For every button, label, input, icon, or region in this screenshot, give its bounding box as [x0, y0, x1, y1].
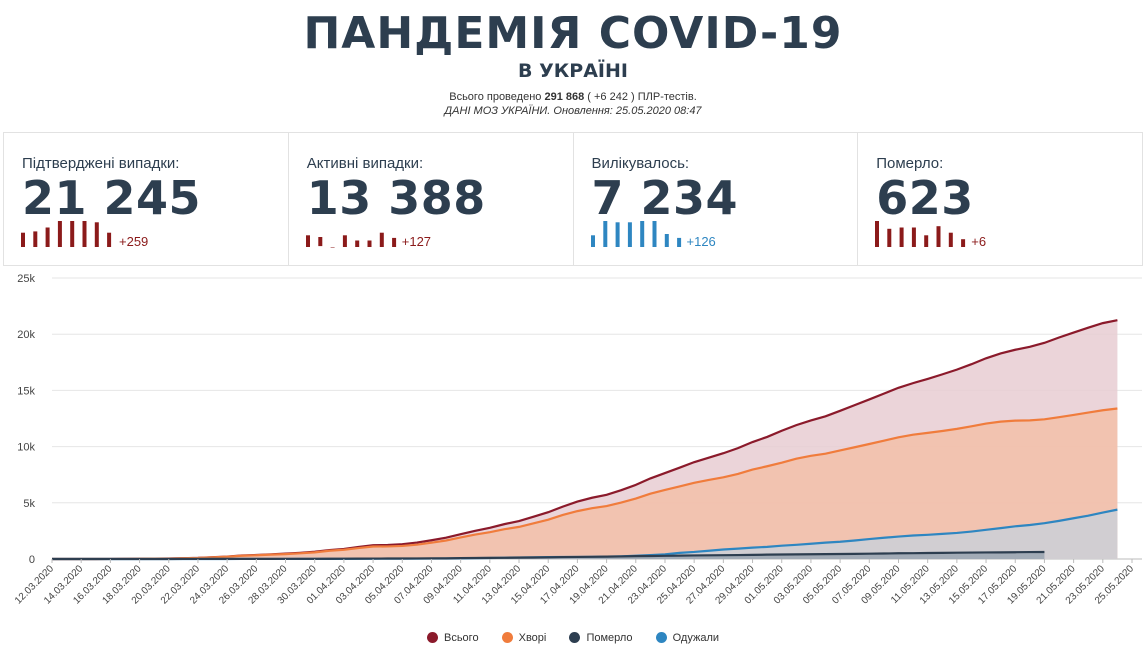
stat-card-active: Активні випадки: 13 388 +127	[289, 133, 574, 265]
y-tick-label: 10k	[17, 442, 35, 454]
spark-bar	[899, 227, 904, 247]
chart-legend: Всього Хворі Померло Одужали	[0, 632, 1146, 650]
spark-bar	[961, 239, 966, 247]
spark-bar	[924, 235, 929, 247]
legend-label: Одужали	[672, 632, 720, 644]
stat-card-deaths: Померло: 623 +6	[858, 133, 1142, 265]
legend-swatch	[501, 632, 513, 643]
stat-value: 21 245	[22, 171, 202, 225]
legend-label: Померло	[586, 632, 633, 644]
spark-bar	[887, 228, 892, 247]
spark-bar	[57, 221, 62, 247]
spark-bar	[367, 240, 372, 247]
legend-item[interactable]: Хворі	[501, 632, 547, 644]
sparkline	[21, 221, 112, 247]
series-area	[52, 408, 1118, 559]
legend-label: Всього	[443, 632, 479, 644]
stat-delta: +6	[971, 234, 987, 249]
spark-bar	[590, 235, 595, 247]
spark-bar	[627, 222, 632, 247]
spark-bar	[912, 227, 917, 247]
spark-bar	[94, 222, 99, 247]
page-title: ПАНДЕМІЯ COVID-19	[303, 8, 843, 59]
stat-card-confirmed: Підтверджені випадки: 21 245 +259	[4, 133, 289, 265]
tests-prefix: Всього проведено	[449, 91, 542, 103]
stat-delta: +259	[119, 234, 149, 249]
spark-bar	[949, 232, 954, 247]
tests-total: 291 868	[544, 91, 585, 103]
spark-bar	[379, 232, 384, 247]
legend-item[interactable]: Померло	[569, 632, 633, 644]
series-area	[52, 552, 1045, 559]
stats-panel: Підтверджені випадки: 21 245 +259 Активн…	[3, 132, 1143, 266]
series-line	[51, 407, 1118, 561]
y-tick-label: 25k	[17, 273, 35, 285]
stat-value: 7 234	[591, 171, 739, 225]
legend-swatch	[655, 632, 667, 643]
series-line	[52, 550, 1045, 561]
spark-bar	[45, 227, 50, 247]
spark-bar	[70, 221, 75, 247]
spark-bar	[652, 221, 656, 247]
y-tick-label: 20k	[17, 329, 35, 341]
spark-bar	[639, 221, 644, 247]
spark-bar	[875, 221, 880, 247]
spark-bar	[615, 222, 620, 247]
spark-bar	[391, 237, 396, 247]
spark-bar	[342, 235, 347, 247]
stat-card-recovered: Вилікувалось: 7 234 +126	[574, 133, 859, 265]
spark-bar	[21, 232, 25, 247]
sparkline	[875, 221, 966, 247]
spark-bar	[330, 247, 335, 248]
spark-bar	[936, 226, 941, 247]
data-source-line: ДАНІ МОЗ УКРАЇНИ. Оновлення: 25.05.2020 …	[444, 105, 702, 117]
legend-item[interactable]: Одужали	[655, 632, 720, 644]
spark-bar	[664, 234, 669, 247]
stat-label: Померло:	[876, 155, 944, 172]
covid-area-chart: 05k10k15k20k25k12.03.202014.03.202016.03…	[13, 273, 1142, 607]
stat-value: 13 388	[306, 171, 486, 225]
legend-item[interactable]: Всього	[426, 632, 479, 644]
y-tick-label: 15k	[17, 385, 35, 397]
sparkline	[305, 232, 396, 248]
legend-label: Хворі	[518, 632, 547, 644]
series-area	[52, 509, 1118, 559]
spark-bar	[305, 235, 310, 247]
spark-bar	[318, 237, 323, 247]
page-subtitle: В УКРАЇНІ	[518, 60, 628, 82]
sparkline	[590, 221, 681, 247]
y-tick-label: 5k	[23, 498, 35, 510]
tests-summary: Всього проведено 291 868 ( +6 242 ) ПЛР-…	[0, 91, 1146, 103]
spark-bar	[33, 231, 38, 247]
stat-delta: +126	[686, 234, 716, 249]
stat-label: Підтверджені випадки:	[22, 155, 180, 172]
spark-bar	[602, 221, 607, 247]
stat-label: Вилікувалось:	[591, 155, 690, 172]
stat-label: Активні випадки:	[306, 155, 424, 172]
stat-value: 623	[876, 171, 974, 225]
legend-swatch	[426, 632, 438, 643]
stat-delta: +127	[401, 234, 432, 249]
legend-swatch	[569, 632, 581, 643]
y-tick-label: 0	[29, 554, 35, 566]
spark-bar	[82, 221, 87, 247]
spark-bar	[354, 240, 359, 247]
spark-bar	[676, 237, 681, 247]
tests-suffix: ( +6 242 ) ПЛР-тестів.	[587, 91, 697, 103]
spark-bar	[107, 232, 112, 247]
